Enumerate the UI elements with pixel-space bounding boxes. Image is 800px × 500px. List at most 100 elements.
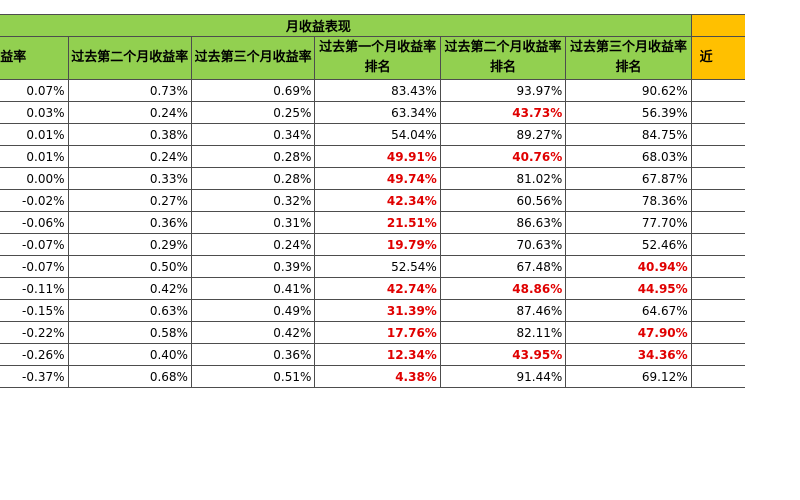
table-cell[interactable]: 42.34% (314, 189, 441, 212)
table-cell[interactable]: 0.01% (0, 145, 69, 168)
table-cell[interactable]: 0.41% (190, 277, 316, 300)
table-cell-extra[interactable] (690, 101, 745, 124)
table-cell[interactable]: 0.07% (0, 79, 69, 102)
table-cell[interactable]: 49.74% (314, 167, 441, 190)
table-cell-extra[interactable] (690, 211, 745, 234)
table-cell-extra[interactable] (690, 123, 745, 146)
table-cell[interactable]: 0.42% (190, 321, 316, 344)
table-cell[interactable]: 19.79% (314, 233, 441, 256)
table-title[interactable]: 月收益表现 (0, 14, 692, 37)
table-cell[interactable]: 49.91% (314, 145, 441, 168)
table-cell-extra[interactable] (690, 145, 745, 168)
table-cell[interactable]: 0.40% (67, 343, 192, 366)
table-cell[interactable]: 82.11% (439, 321, 567, 344)
header-cell[interactable]: 过去第一个月收益率排名 (314, 36, 441, 80)
table-cell[interactable]: 0.29% (67, 233, 192, 256)
table-cell[interactable]: 0.01% (0, 123, 69, 146)
table-cell[interactable]: 0.28% (190, 167, 316, 190)
table-cell[interactable]: 54.04% (314, 123, 441, 146)
table-cell[interactable]: 0.50% (67, 255, 192, 278)
table-cell-extra[interactable] (690, 321, 745, 344)
table-cell[interactable]: 64.67% (565, 299, 692, 322)
table-cell[interactable]: -0.02% (0, 189, 69, 212)
table-cell[interactable]: 0.24% (190, 233, 316, 256)
table-cell[interactable]: 83.43% (314, 79, 441, 102)
table-cell-extra[interactable] (690, 343, 745, 366)
header-cell[interactable]: 过去第三个月收益率排名 (565, 36, 692, 80)
table-cell[interactable]: 0.51% (190, 365, 316, 388)
table-cell[interactable]: 89.27% (439, 123, 567, 146)
table-cell[interactable]: 63.34% (314, 101, 441, 124)
table-cell[interactable]: 0.31% (190, 211, 316, 234)
table-cell[interactable]: 0.33% (67, 167, 192, 190)
table-cell-extra[interactable] (690, 167, 745, 190)
table-cell[interactable]: 0.69% (190, 79, 316, 102)
table-cell[interactable]: 0.32% (190, 189, 316, 212)
orange-corner-cell[interactable] (690, 14, 745, 37)
table-cell[interactable]: 0.36% (190, 343, 316, 366)
table-cell[interactable]: 87.46% (439, 299, 567, 322)
table-cell[interactable]: 93.97% (439, 79, 567, 102)
table-cell[interactable]: 69.12% (565, 365, 692, 388)
header-cell[interactable]: 收益率 (0, 36, 69, 80)
table-cell[interactable]: 0.36% (67, 211, 192, 234)
table-cell[interactable]: 21.51% (314, 211, 441, 234)
table-cell[interactable]: 86.63% (439, 211, 567, 234)
table-cell[interactable]: 0.42% (67, 277, 192, 300)
table-cell[interactable]: 68.03% (565, 145, 692, 168)
table-cell[interactable]: 56.39% (565, 101, 692, 124)
table-cell[interactable]: -0.11% (0, 277, 69, 300)
table-cell[interactable]: -0.07% (0, 233, 69, 256)
table-cell[interactable]: 4.38% (314, 365, 441, 388)
table-cell-extra[interactable] (690, 365, 745, 388)
table-cell[interactable]: 77.70% (565, 211, 692, 234)
table-cell[interactable]: 0.39% (190, 255, 316, 278)
table-cell-extra[interactable] (690, 255, 745, 278)
table-cell[interactable]: 78.36% (565, 189, 692, 212)
table-cell[interactable]: 52.46% (565, 233, 692, 256)
table-cell[interactable]: 84.75% (565, 123, 692, 146)
table-cell[interactable]: 60.56% (439, 189, 567, 212)
table-cell[interactable]: 40.94% (565, 255, 692, 278)
table-cell[interactable]: 0.24% (67, 101, 192, 124)
table-cell[interactable]: 17.76% (314, 321, 441, 344)
table-cell[interactable]: 31.39% (314, 299, 441, 322)
table-cell[interactable]: -0.15% (0, 299, 69, 322)
table-cell-extra[interactable] (690, 299, 745, 322)
header-cell[interactable]: 过去第二个月收益率排名 (439, 36, 567, 80)
table-cell[interactable]: -0.07% (0, 255, 69, 278)
table-cell[interactable]: 0.34% (190, 123, 316, 146)
table-cell[interactable]: 70.63% (439, 233, 567, 256)
header-cell[interactable]: 过去第三个月收益率 (190, 36, 316, 80)
table-cell[interactable]: 43.95% (439, 343, 567, 366)
table-cell-extra[interactable] (690, 79, 745, 102)
table-cell[interactable]: 0.58% (67, 321, 192, 344)
table-cell[interactable]: 43.73% (439, 101, 567, 124)
table-cell[interactable]: 40.76% (439, 145, 567, 168)
table-cell[interactable]: 0.27% (67, 189, 192, 212)
table-cell[interactable]: -0.06% (0, 211, 69, 234)
table-cell-extra[interactable] (690, 277, 745, 300)
header-cell-extra[interactable]: 近 (690, 36, 745, 80)
table-cell[interactable]: 0.24% (67, 145, 192, 168)
table-cell[interactable]: 0.00% (0, 167, 69, 190)
table-cell[interactable]: 44.95% (565, 277, 692, 300)
table-cell[interactable]: 0.68% (67, 365, 192, 388)
table-cell[interactable]: 12.34% (314, 343, 441, 366)
table-cell[interactable]: -0.37% (0, 365, 69, 388)
table-cell[interactable]: 90.62% (565, 79, 692, 102)
table-cell[interactable]: 0.49% (190, 299, 316, 322)
table-cell[interactable]: 42.74% (314, 277, 441, 300)
table-cell[interactable]: 48.86% (439, 277, 567, 300)
table-cell[interactable]: 52.54% (314, 255, 441, 278)
table-cell[interactable]: 67.48% (439, 255, 567, 278)
table-cell[interactable]: 0.25% (190, 101, 316, 124)
table-cell[interactable]: 0.63% (67, 299, 192, 322)
table-cell[interactable]: 0.03% (0, 101, 69, 124)
table-cell-extra[interactable] (690, 189, 745, 212)
table-cell[interactable]: 91.44% (439, 365, 567, 388)
table-cell[interactable]: 67.87% (565, 167, 692, 190)
header-cell[interactable]: 过去第二个月收益率 (67, 36, 192, 80)
table-cell[interactable]: 0.28% (190, 145, 316, 168)
table-cell[interactable]: -0.22% (0, 321, 69, 344)
